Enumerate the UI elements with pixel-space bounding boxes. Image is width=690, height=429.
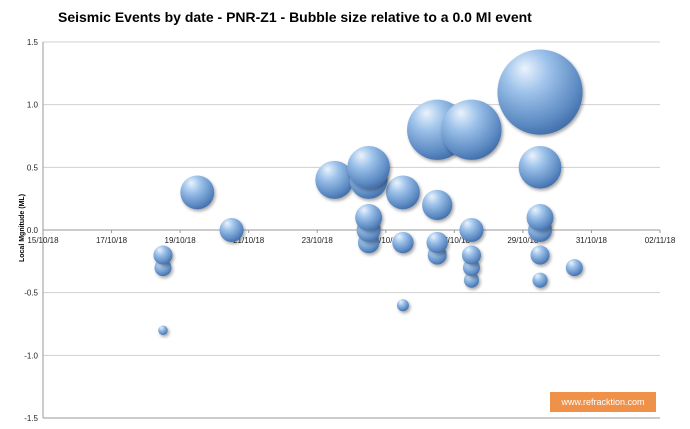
event-bubble: [459, 218, 484, 242]
event-bubble: [158, 325, 168, 336]
y-tick-label: -0.5: [24, 289, 38, 298]
x-tick-label: 27/10/18: [439, 236, 471, 245]
x-tick-label: 29/10/18: [507, 236, 539, 245]
event-bubble: [532, 272, 548, 288]
y-tick-label: -1.0: [24, 351, 38, 360]
y-axis-label: Local Mgnitude (ML): [19, 194, 26, 262]
event-bubble: [565, 259, 583, 277]
x-tick-label: 25/10/18: [370, 236, 402, 245]
y-tick-label: -1.5: [24, 414, 38, 423]
event-bubble: [385, 175, 420, 210]
y-tick-label: 0.0: [27, 226, 39, 235]
event-bubble: [441, 99, 502, 160]
event-bubble: [153, 245, 173, 265]
x-tick-label: 17/10/18: [96, 236, 128, 245]
event-bubble: [426, 231, 448, 254]
event-bubble: [355, 204, 383, 231]
event-bubble: [526, 204, 554, 231]
watermark-badge: www.refracktion.com: [550, 392, 656, 412]
y-tick-label: 0.5: [27, 163, 39, 172]
watermark-background: [550, 392, 656, 412]
event-bubble: [518, 145, 562, 189]
watermark-text: www.refracktion.com: [560, 397, 644, 407]
event-bubble: [396, 299, 409, 312]
event-bubble: [461, 245, 482, 265]
event-bubble: [497, 49, 583, 135]
event-bubble: [463, 272, 480, 288]
y-tick-label: 1.5: [27, 38, 39, 47]
x-tick-label: 19/10/18: [165, 236, 197, 245]
event-bubble: [392, 231, 414, 254]
event-bubble: [315, 160, 354, 199]
x-tick-label: 15/10/18: [27, 236, 59, 245]
event-bubble: [530, 245, 550, 265]
x-tick-label: 21/10/18: [233, 236, 265, 245]
y-tick-labels: 1.5 1.0 0.5 0.0 -0.5 -1.0 -1.5: [24, 38, 38, 423]
bubbles: [153, 49, 583, 336]
event-bubble: [347, 145, 390, 189]
x-tick-label: 02/11/18: [645, 236, 676, 245]
x-tick-label: 31/10/18: [576, 236, 608, 245]
chart-title: Seismic Events by date - PNR-Z1 - Bubble…: [58, 9, 532, 25]
event-bubble: [422, 189, 453, 221]
event-bubble: [219, 218, 244, 242]
event-bubble: [180, 175, 215, 210]
x-tick-label: 23/10/18: [302, 236, 334, 245]
y-tick-label: 1.0: [27, 101, 39, 110]
x-tick-labels: 15/10/18 17/10/18 19/10/18 21/10/18 23/10/18…: [27, 236, 675, 245]
